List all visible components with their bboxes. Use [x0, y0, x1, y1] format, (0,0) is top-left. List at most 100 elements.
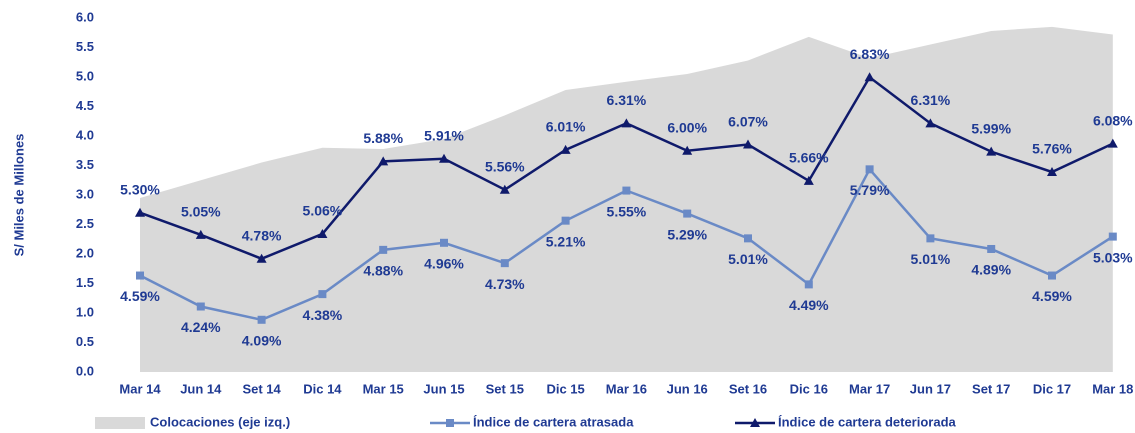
- data-label: 4.38%: [303, 307, 343, 323]
- data-label: 4.59%: [1032, 288, 1072, 304]
- data-label: 5.55%: [607, 203, 647, 219]
- data-label: 5.99%: [971, 120, 1011, 136]
- x-tick-label: Dic 14: [303, 381, 342, 396]
- x-tick-label: Jun 16: [667, 381, 708, 396]
- y-tick-label: 5.0: [76, 68, 94, 83]
- x-tick-label: Set 15: [486, 381, 524, 396]
- point: [379, 245, 388, 254]
- x-tick-label: Jun 14: [180, 381, 222, 396]
- point: [257, 315, 266, 324]
- data-label: 4.96%: [424, 255, 464, 271]
- x-tick-label: Dic 15: [546, 381, 584, 396]
- point: [864, 72, 875, 82]
- x-tick-label: Set 17: [972, 381, 1010, 396]
- y-tick-label: 0.5: [76, 334, 94, 349]
- y-tick-label: 0.0: [76, 363, 94, 378]
- point: [804, 280, 813, 289]
- point: [622, 186, 631, 195]
- data-label: 6.00%: [667, 119, 707, 135]
- x-tick-label: Mar 14: [119, 381, 161, 396]
- point: [135, 207, 145, 217]
- y-tick-label: 2.0: [76, 245, 94, 260]
- x-tick-label: Set 14: [242, 381, 281, 396]
- area: [140, 26, 1113, 372]
- data-label: 5.91%: [424, 127, 464, 143]
- point: [803, 175, 814, 185]
- x-tick-label: Dic 16: [790, 381, 828, 396]
- point: [378, 156, 389, 166]
- point: [196, 302, 205, 311]
- point: [195, 229, 206, 239]
- legend-marker: [446, 419, 454, 427]
- y-tick-label: 6.0: [76, 9, 94, 24]
- data-label: 6.07%: [728, 113, 768, 129]
- data-label: 6.83%: [850, 46, 890, 62]
- point: [318, 290, 327, 299]
- data-label: 5.30%: [120, 181, 160, 197]
- data-label: 5.03%: [1093, 249, 1133, 265]
- data-label: 4.78%: [242, 227, 282, 243]
- point: [136, 271, 144, 280]
- data-label: 4.09%: [242, 332, 282, 348]
- y-tick-label: 1.5: [76, 275, 94, 290]
- y-tick-label: 4.5: [76, 98, 94, 113]
- legend-swatch: [95, 417, 145, 429]
- point: [1048, 271, 1056, 280]
- data-label: 4.88%: [363, 263, 403, 279]
- data-label: 6.08%: [1093, 112, 1133, 128]
- point: [499, 184, 510, 194]
- point: [561, 216, 570, 225]
- y-tick-label: 5.5: [76, 39, 94, 54]
- data-label: 6.01%: [546, 119, 586, 135]
- data-label: 5.01%: [728, 251, 768, 267]
- y-tick-label: 3.0: [76, 186, 94, 201]
- point: [439, 153, 449, 163]
- y-tick-label: 1.0: [76, 304, 94, 319]
- legend-label: Colocaciones (eje izq.): [150, 414, 290, 429]
- data-label: 5.88%: [363, 130, 403, 146]
- x-tick-label: Mar 16: [606, 381, 647, 396]
- data-label: 5.05%: [181, 204, 221, 220]
- x-tick-label: Dic 17: [1033, 381, 1071, 396]
- point: [560, 144, 571, 154]
- point: [683, 209, 692, 218]
- y-axis-label: S/ Miles de Millones: [11, 134, 26, 257]
- y-tick-label: 3.5: [76, 157, 94, 172]
- data-label: 5.06%: [303, 203, 343, 219]
- point: [621, 118, 632, 128]
- data-label: 5.76%: [1032, 141, 1072, 157]
- y-tick-label: 4.0: [76, 127, 94, 142]
- point: [317, 228, 328, 238]
- point: [500, 259, 509, 268]
- data-label: 5.01%: [911, 251, 951, 267]
- point: [1107, 138, 1118, 148]
- point: [682, 145, 693, 155]
- y-tick-label: 2.5: [76, 216, 94, 231]
- point: [1108, 232, 1117, 241]
- point: [440, 238, 448, 247]
- data-label: 4.89%: [971, 262, 1011, 278]
- x-tick-label: Mar 18: [1092, 381, 1133, 396]
- point: [987, 244, 996, 253]
- data-label: 5.56%: [485, 158, 525, 174]
- data-label: 4.59%: [120, 288, 160, 304]
- data-label: 5.66%: [789, 150, 829, 166]
- data-label: 5.29%: [667, 226, 707, 242]
- data-label: 4.73%: [485, 276, 525, 292]
- x-tick-label: Mar 15: [363, 381, 404, 396]
- data-label: 4.49%: [789, 297, 829, 313]
- x-tick-label: Mar 17: [849, 381, 890, 396]
- point: [744, 234, 752, 243]
- point: [1047, 166, 1057, 176]
- legend-label: Índice de cartera atrasada: [473, 414, 634, 429]
- data-label: 6.31%: [607, 92, 647, 108]
- legend-marker: [750, 418, 760, 427]
- point: [865, 165, 874, 174]
- data-label: 6.31%: [911, 92, 951, 108]
- legend-label: Índice de cartera deteriorada: [778, 414, 957, 429]
- point: [986, 146, 997, 156]
- x-tick-label: Jun 15: [423, 381, 464, 396]
- point: [926, 234, 935, 243]
- x-tick-label: Set 16: [729, 381, 767, 396]
